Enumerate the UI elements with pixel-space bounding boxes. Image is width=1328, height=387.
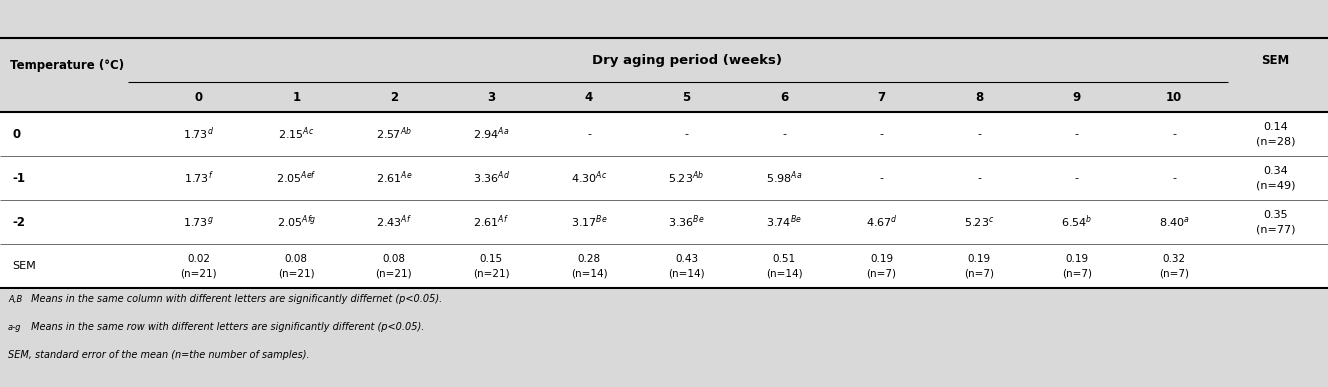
Text: 0.28: 0.28: [578, 254, 600, 264]
Text: -: -: [1173, 173, 1177, 183]
Text: 0.08: 0.08: [284, 254, 308, 264]
Text: A,B: A,B: [8, 295, 23, 304]
Text: -: -: [587, 129, 591, 139]
Text: (n=14): (n=14): [668, 268, 705, 278]
Text: a-g: a-g: [8, 323, 21, 332]
Text: 0.19: 0.19: [870, 254, 894, 264]
Text: 7: 7: [878, 91, 886, 103]
Text: 0.43: 0.43: [675, 254, 699, 264]
Text: -: -: [684, 129, 688, 139]
Text: SEM, standard error of the mean (n=the number of samples).: SEM, standard error of the mean (n=the n…: [8, 350, 309, 360]
Text: 0.19: 0.19: [1065, 254, 1088, 264]
Text: 8.40$^{a}$: 8.40$^{a}$: [1158, 215, 1190, 229]
Text: 0.32: 0.32: [1163, 254, 1186, 264]
Text: 3.36$^{Ad}$: 3.36$^{Ad}$: [473, 170, 510, 186]
Bar: [0, 112, 1328, 288]
Text: -: -: [1074, 129, 1078, 139]
Text: 10: 10: [1166, 91, 1182, 103]
Text: 5.23$^{c}$: 5.23$^{c}$: [964, 215, 995, 229]
Text: -: -: [879, 173, 883, 183]
Text: (n=21): (n=21): [278, 268, 315, 278]
Text: 2: 2: [390, 91, 398, 103]
Text: 1.73$^{d}$: 1.73$^{d}$: [183, 126, 214, 142]
Text: 0.08: 0.08: [382, 254, 405, 264]
Text: Dry aging period (weeks): Dry aging period (weeks): [591, 53, 781, 67]
Text: 4: 4: [584, 91, 594, 103]
Text: (n=14): (n=14): [571, 268, 607, 278]
Text: 5: 5: [683, 91, 691, 103]
Text: 1.73$^{f}$: 1.73$^{f}$: [183, 170, 214, 186]
Text: 3.74$^{Be}$: 3.74$^{Be}$: [766, 214, 802, 230]
Text: 3: 3: [487, 91, 495, 103]
Text: -2: -2: [12, 216, 25, 228]
Text: (n=7): (n=7): [964, 268, 995, 278]
Text: -: -: [1074, 173, 1078, 183]
Text: -: -: [879, 129, 883, 139]
Text: 9: 9: [1073, 91, 1081, 103]
Text: 1: 1: [292, 91, 300, 103]
Text: 0: 0: [12, 127, 20, 140]
Text: 0.34: 0.34: [1263, 166, 1288, 176]
Text: 4.67$^{d}$: 4.67$^{d}$: [866, 214, 898, 230]
Text: (n=21): (n=21): [181, 268, 216, 278]
Text: -: -: [977, 173, 981, 183]
Text: SEM: SEM: [12, 261, 36, 271]
Text: 3.17$^{Be}$: 3.17$^{Be}$: [571, 214, 607, 230]
Text: 3.36$^{Be}$: 3.36$^{Be}$: [668, 214, 705, 230]
Text: 0: 0: [195, 91, 203, 103]
Text: 0.35: 0.35: [1263, 210, 1288, 220]
Text: 2.05$^{Aef}$: 2.05$^{Aef}$: [276, 170, 316, 186]
Text: 2.15$^{Ac}$: 2.15$^{Ac}$: [278, 126, 315, 142]
Text: Temperature (°C): Temperature (°C): [11, 58, 124, 72]
Text: 2.94$^{Aa}$: 2.94$^{Aa}$: [473, 126, 510, 142]
Text: 2.57$^{Ab}$: 2.57$^{Ab}$: [376, 126, 412, 142]
Text: 2.61$^{Af}$: 2.61$^{Af}$: [474, 214, 510, 230]
Text: (n=28): (n=28): [1256, 136, 1295, 146]
Text: 2.43$^{Af}$: 2.43$^{Af}$: [376, 214, 412, 230]
Text: SEM: SEM: [1262, 53, 1289, 67]
Text: (n=7): (n=7): [1159, 268, 1190, 278]
Text: 2.05$^{Afg}$: 2.05$^{Afg}$: [276, 214, 316, 230]
Text: Means in the same row with different letters are significantly different (p<0.05: Means in the same row with different let…: [28, 322, 425, 332]
Text: -1: -1: [12, 171, 25, 185]
Text: 4.30$^{Ac}$: 4.30$^{Ac}$: [571, 170, 607, 186]
Text: (n=14): (n=14): [766, 268, 802, 278]
Text: 6.54$^{b}$: 6.54$^{b}$: [1061, 214, 1093, 230]
Text: Means in the same column with different letters are significantly differnet (p<0: Means in the same column with different …: [28, 294, 442, 304]
Text: 2.61$^{Ae}$: 2.61$^{Ae}$: [376, 170, 412, 186]
Text: 8: 8: [975, 91, 983, 103]
Text: -: -: [1173, 129, 1177, 139]
Text: 0.51: 0.51: [773, 254, 795, 264]
Text: (n=7): (n=7): [867, 268, 896, 278]
Text: 5.23$^{Ab}$: 5.23$^{Ab}$: [668, 170, 705, 186]
Text: (n=21): (n=21): [376, 268, 412, 278]
Text: (n=21): (n=21): [473, 268, 510, 278]
Text: 0.14: 0.14: [1263, 122, 1288, 132]
Text: 1.73$^{g}$: 1.73$^{g}$: [183, 215, 214, 229]
Text: 5.98$^{Aa}$: 5.98$^{Aa}$: [766, 170, 802, 186]
Text: (n=7): (n=7): [1061, 268, 1092, 278]
Text: -: -: [782, 129, 786, 139]
Text: -: -: [977, 129, 981, 139]
Text: (n=49): (n=49): [1256, 180, 1295, 190]
Text: (n=77): (n=77): [1256, 224, 1295, 234]
Text: 0.19: 0.19: [968, 254, 991, 264]
Text: 0.02: 0.02: [187, 254, 210, 264]
Text: 6: 6: [780, 91, 789, 103]
Text: 0.15: 0.15: [479, 254, 503, 264]
